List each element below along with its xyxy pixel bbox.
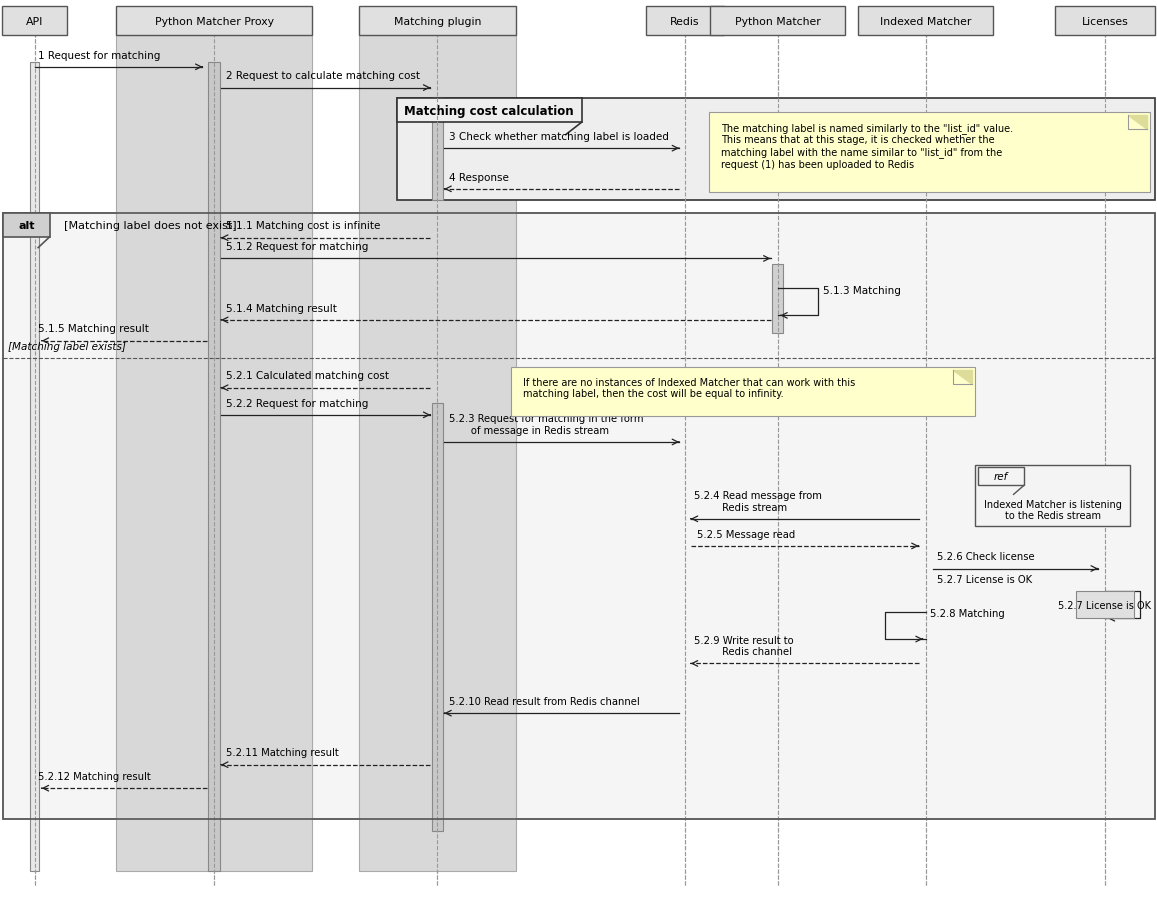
Text: 1 Request for matching: 1 Request for matching (38, 51, 161, 61)
Text: [Matching label does not exist]: [Matching label does not exist] (64, 220, 236, 231)
FancyBboxPatch shape (359, 36, 516, 871)
Text: 5.2.12 Matching result: 5.2.12 Matching result (38, 771, 150, 781)
FancyBboxPatch shape (3, 214, 50, 237)
Text: 5.2.9 Write result to
         Redis channel: 5.2.9 Write result to Redis channel (694, 635, 794, 656)
Text: 5.2.7 License is OK: 5.2.7 License is OK (937, 574, 1032, 584)
FancyBboxPatch shape (975, 466, 1130, 526)
FancyBboxPatch shape (978, 468, 1024, 486)
Text: 3 Check whether matching label is loaded: 3 Check whether matching label is loaded (449, 132, 669, 142)
FancyBboxPatch shape (772, 265, 783, 334)
Text: 5.2.11 Matching result: 5.2.11 Matching result (226, 748, 338, 758)
Text: 5.1.5 Matching result: 5.1.5 Matching result (38, 324, 149, 334)
FancyBboxPatch shape (30, 63, 39, 871)
Text: ref: ref (994, 471, 1008, 482)
Text: 5.2.8 Matching: 5.2.8 Matching (930, 609, 1005, 619)
Text: If there are no instances of Indexed Matcher that can work with this
matching la: If there are no instances of Indexed Mat… (523, 377, 855, 399)
FancyBboxPatch shape (359, 7, 516, 36)
Text: 5.2.10 Read result from Redis channel: 5.2.10 Read result from Redis channel (449, 696, 640, 706)
FancyBboxPatch shape (710, 7, 845, 36)
Text: 5.2.5 Message read: 5.2.5 Message read (697, 529, 795, 539)
Text: Matching cost calculation: Matching cost calculation (404, 105, 574, 117)
Text: 5.2.6 Check license: 5.2.6 Check license (937, 552, 1034, 562)
FancyBboxPatch shape (2, 7, 67, 36)
Text: 5.1.3 Matching: 5.1.3 Matching (823, 285, 900, 295)
Text: alt: alt (19, 220, 35, 231)
Text: Licenses: Licenses (1082, 16, 1128, 27)
Text: 5.1.4 Matching result: 5.1.4 Matching result (226, 303, 337, 313)
Text: API: API (25, 16, 44, 27)
Text: Python Matcher: Python Matcher (735, 16, 820, 27)
FancyBboxPatch shape (397, 99, 1155, 200)
Text: 4 Response: 4 Response (449, 172, 509, 182)
FancyBboxPatch shape (116, 36, 312, 871)
FancyBboxPatch shape (432, 98, 443, 200)
Text: The matching label is named similarly to the "list_id" value.
This means that at: The matching label is named similarly to… (721, 123, 1012, 170)
Text: Redis: Redis (670, 16, 700, 27)
Text: Python Matcher Proxy: Python Matcher Proxy (155, 16, 273, 27)
Text: 5.2.7 License is OK: 5.2.7 License is OK (1059, 600, 1151, 610)
Text: 5.1.2 Request for matching: 5.1.2 Request for matching (226, 242, 368, 252)
Text: Indexed Matcher is listening
to the Redis stream: Indexed Matcher is listening to the Redi… (983, 499, 1122, 520)
FancyBboxPatch shape (646, 7, 724, 36)
Text: 5.2.4 Read message from
         Redis stream: 5.2.4 Read message from Redis stream (694, 490, 823, 512)
Text: 5.2.3 Request for matching in the form
       of message in Redis stream: 5.2.3 Request for matching in the form o… (449, 414, 643, 435)
Polygon shape (953, 370, 972, 385)
Text: Indexed Matcher: Indexed Matcher (880, 16, 971, 27)
FancyBboxPatch shape (116, 7, 312, 36)
FancyBboxPatch shape (1055, 7, 1155, 36)
FancyBboxPatch shape (858, 7, 993, 36)
Text: 5.1.1 Matching cost is infinite: 5.1.1 Matching cost is infinite (226, 221, 379, 231)
FancyBboxPatch shape (709, 113, 1150, 192)
FancyBboxPatch shape (511, 368, 975, 416)
FancyBboxPatch shape (208, 63, 220, 871)
Text: 5.2.1 Calculated matching cost: 5.2.1 Calculated matching cost (226, 371, 389, 381)
Text: 2 Request to calculate matching cost: 2 Request to calculate matching cost (226, 71, 420, 81)
Text: Matching plugin: Matching plugin (393, 16, 481, 27)
Text: [Matching label exists]: [Matching label exists] (8, 341, 126, 351)
Polygon shape (1128, 116, 1147, 130)
FancyBboxPatch shape (397, 99, 582, 123)
FancyBboxPatch shape (3, 214, 1155, 819)
FancyBboxPatch shape (432, 404, 443, 831)
FancyBboxPatch shape (1076, 591, 1134, 619)
Text: 5.2.2 Request for matching: 5.2.2 Request for matching (226, 398, 368, 408)
